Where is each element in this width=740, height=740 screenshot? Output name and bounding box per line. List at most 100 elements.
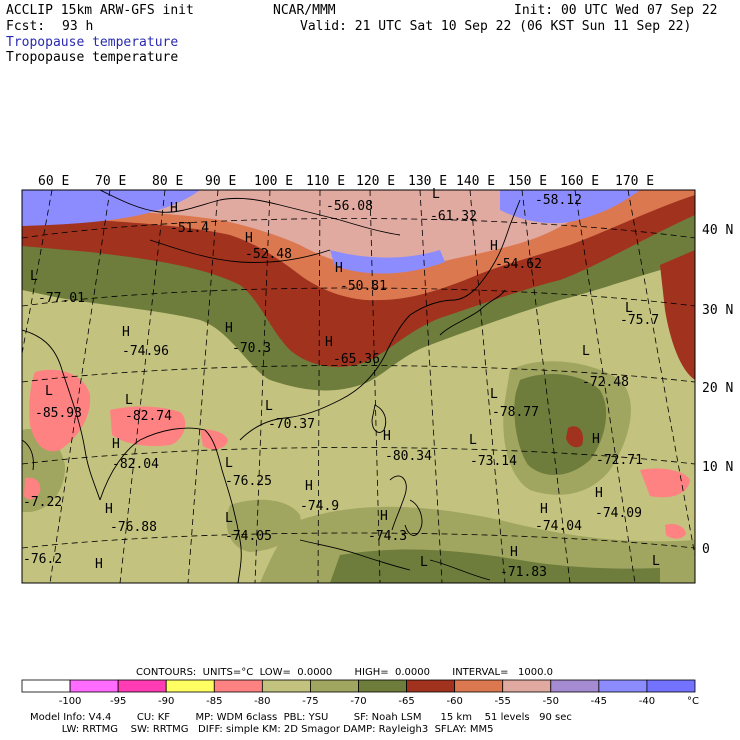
longitude-labels: 60 E 70 E 80 E 90 E 100 E 110 E 120 E 130 E 140 … bbox=[38, 174, 654, 189]
low-marker: L bbox=[30, 269, 38, 284]
latitude-label: 30 N bbox=[702, 303, 733, 318]
colorbar-swatch bbox=[646, 679, 696, 693]
latitude-label: 10 N bbox=[702, 460, 733, 475]
colorbar-swatch bbox=[406, 679, 456, 693]
extremum-value: -52.48 bbox=[245, 247, 292, 262]
high-marker: H bbox=[540, 502, 548, 517]
extremum-value: -85.93 bbox=[35, 406, 82, 421]
latitude-label: 20 N bbox=[702, 381, 733, 396]
high-marker: H bbox=[490, 239, 498, 254]
colorbar-swatch bbox=[69, 679, 119, 693]
field-title-2: Tropopause temperature bbox=[6, 50, 179, 65]
low-marker: L bbox=[432, 187, 440, 202]
extremum-value: -77.01 bbox=[38, 291, 85, 306]
extremum-value: -56.08 bbox=[326, 199, 373, 214]
extremum-value: -75.7 bbox=[620, 313, 659, 328]
longitude-label: 110 E bbox=[306, 174, 345, 189]
colorbar-label: -60 bbox=[446, 696, 462, 707]
extremum-value: -82.74 bbox=[125, 409, 172, 424]
extremum-value: -50.81 bbox=[340, 279, 387, 294]
high-marker: H bbox=[325, 335, 333, 350]
colorbar-swatch bbox=[117, 679, 167, 693]
extremum-value: -61.32 bbox=[430, 209, 477, 224]
high-marker: H bbox=[592, 432, 600, 447]
colorbar-label: -75 bbox=[302, 696, 318, 707]
longitude-label: 140 E bbox=[456, 174, 495, 189]
colorbar-swatch bbox=[261, 679, 311, 693]
colorbar-swatch bbox=[502, 679, 552, 693]
colorbar-swatch bbox=[454, 679, 504, 693]
low-marker: L bbox=[652, 554, 660, 569]
extremum-value: -72.48 bbox=[582, 375, 629, 390]
low-marker: L bbox=[225, 456, 233, 471]
extremum-value: -74.04 bbox=[535, 519, 582, 534]
extremum-value: -70.37 bbox=[268, 417, 315, 432]
high-marker: H bbox=[122, 325, 130, 340]
longitude-label: 130 E bbox=[408, 174, 447, 189]
colorbar-swatch bbox=[21, 679, 71, 693]
center-title: NCAR/MMM bbox=[273, 3, 336, 18]
high-marker: H bbox=[305, 479, 313, 494]
low-marker: L bbox=[265, 399, 273, 414]
extremum-value: -74.3 bbox=[368, 529, 407, 544]
model-info-line-2: LW: RRTMG SW: RRTMG DIFF: simple KM: 2D … bbox=[30, 724, 494, 735]
colorbar-label: -100 bbox=[59, 696, 82, 707]
high-marker: H bbox=[105, 502, 113, 517]
colorbar: -100 -95 -90 -85 -80 -75 -70 -65 -60 -55 -50 -45 -40… bbox=[21, 679, 699, 707]
colorbar-swatch bbox=[310, 679, 359, 693]
extremum-value: -74.96 bbox=[122, 344, 169, 359]
map-frame bbox=[21, 189, 696, 584]
longitude-label: 90 E bbox=[205, 174, 236, 189]
high-marker: H bbox=[380, 509, 388, 524]
extremum-value: -51.4 bbox=[170, 221, 209, 236]
init-time: Init: 00 UTC Wed 07 Sep 22 bbox=[514, 3, 718, 18]
high-marker: H bbox=[595, 486, 603, 501]
colorbar-swatch bbox=[598, 679, 648, 693]
extremum-value: -71.83 bbox=[500, 565, 547, 580]
colorbar-label: -85 bbox=[206, 696, 222, 707]
contour-info: CONTOURS: UNITS=°C LOW= 0.0000 HIGH= 0.0… bbox=[136, 667, 554, 678]
high-marker: H bbox=[383, 429, 391, 444]
model-title: ACCLIP 15km ARW-GFS init bbox=[6, 3, 194, 18]
latitude-label: 0 bbox=[702, 542, 710, 557]
high-marker: H bbox=[112, 437, 120, 452]
extrema-labels: H-51.4H-52.48-56.08L-61.32-58.12H-54.62H… bbox=[23, 187, 660, 580]
colorbar-swatch bbox=[550, 679, 600, 693]
extremum-value: -54.62 bbox=[495, 257, 542, 272]
high-marker: H bbox=[510, 545, 518, 560]
low-marker: L bbox=[125, 393, 133, 408]
low-marker: L bbox=[582, 344, 590, 359]
extremum-value: -65.36 bbox=[333, 352, 380, 367]
colorbar-label: °C bbox=[687, 696, 699, 707]
extremum-value: -74.9 bbox=[300, 499, 339, 514]
high-marker: H bbox=[95, 557, 103, 572]
coastlines bbox=[22, 190, 521, 583]
longitude-label: 120 E bbox=[356, 174, 395, 189]
colorbar-swatch bbox=[358, 679, 407, 693]
colorbar-label: -70 bbox=[350, 696, 366, 707]
colorbar-swatch bbox=[165, 679, 215, 693]
extremum-value: -72.71 bbox=[596, 453, 643, 468]
extremum-value: -78.77 bbox=[492, 405, 539, 420]
lat-lon-grid bbox=[22, 190, 695, 583]
low-marker: L bbox=[469, 433, 477, 448]
high-marker: H bbox=[170, 201, 178, 216]
low-marker: L bbox=[625, 301, 633, 316]
extremum-value: -74.05 bbox=[225, 529, 272, 544]
colorbar-label: -65 bbox=[398, 696, 414, 707]
colorbar-label: -95 bbox=[110, 696, 126, 707]
longitude-label: 150 E bbox=[508, 174, 547, 189]
longitude-label: 100 E bbox=[254, 174, 293, 189]
longitude-label: 160 E bbox=[560, 174, 599, 189]
high-marker: H bbox=[245, 231, 253, 246]
longitude-label: 170 E bbox=[615, 174, 654, 189]
extremum-value: -76.2 bbox=[23, 552, 62, 567]
map-shading bbox=[22, 190, 695, 583]
valid-time: Valid: 21 UTC Sat 10 Sep 22 (06 KST Sun … bbox=[300, 19, 692, 34]
extremum-value: -76.25 bbox=[225, 474, 272, 489]
longitude-label: 70 E bbox=[95, 174, 126, 189]
model-info-line-1: Model Info: V4.4 CU: KF MP: WDM 6class P… bbox=[30, 712, 572, 723]
colorbar-label: -90 bbox=[158, 696, 174, 707]
low-marker: L bbox=[225, 511, 233, 526]
